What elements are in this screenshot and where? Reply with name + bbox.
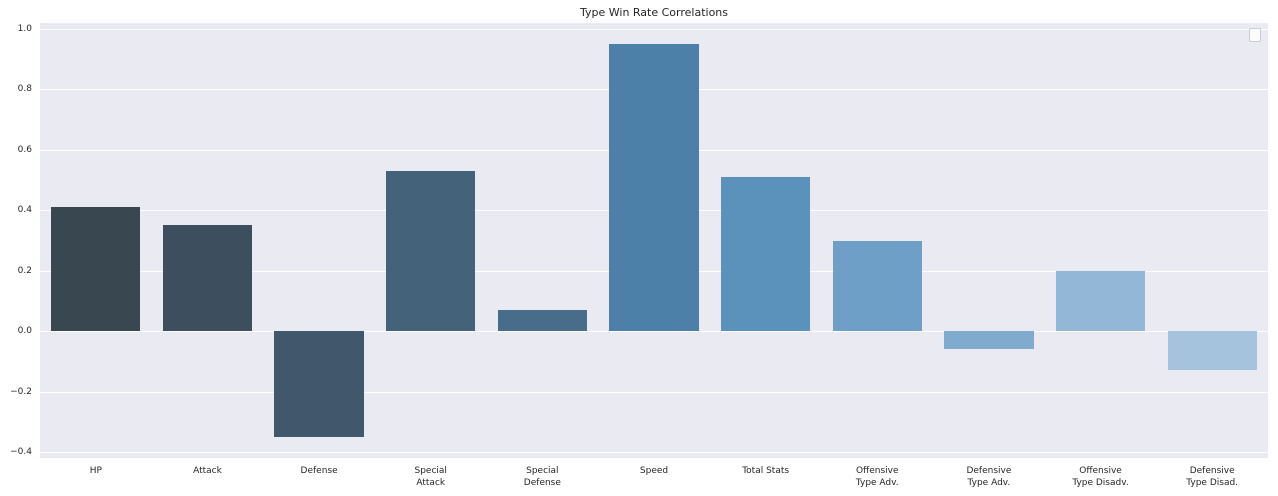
chart-title: Type Win Rate Correlations xyxy=(579,6,729,19)
x-tick-label: Attack xyxy=(193,466,222,476)
bar-speed xyxy=(609,44,699,332)
y-tick-label: −0.2 xyxy=(10,386,32,397)
y-tick-label: 0.6 xyxy=(17,144,32,155)
y-tick-label: −0.4 xyxy=(10,446,32,457)
x-tick-label: Special Defense xyxy=(523,466,561,488)
x-tick-label: Defensive Type Disad. xyxy=(1186,466,1239,488)
x-tick-label: Speed xyxy=(639,466,669,476)
y-tick-label: 0.2 xyxy=(17,265,32,276)
gridline xyxy=(40,331,1268,333)
bar-special-defense xyxy=(497,309,587,332)
y-tick-label: 0.8 xyxy=(17,84,32,95)
gridline xyxy=(40,391,1268,393)
bar-offensive-type-disadv xyxy=(1055,270,1146,332)
bar-defensive-type-disad xyxy=(1167,331,1257,371)
x-tick-label: HP xyxy=(89,466,102,476)
bar-special-attack xyxy=(386,171,476,332)
bar-total-stats xyxy=(720,177,811,332)
gridline xyxy=(40,29,1268,31)
x-tick-label: Offensive Type Disadv. xyxy=(1072,466,1129,488)
bar-offensive-type-adv xyxy=(832,240,922,332)
y-tick-label: 0.0 xyxy=(17,326,32,337)
bar-attack xyxy=(162,225,253,332)
y-axis: −0.4 −0.2 0.0 0.2 0.4 0.6 0.8 1.0 xyxy=(0,23,36,458)
x-tick-label: Defensive Type Adv. xyxy=(966,466,1012,488)
bar-defensive-type-adv xyxy=(944,331,1034,350)
y-tick-label: 0.4 xyxy=(17,205,32,216)
y-tick-label: 1.0 xyxy=(17,24,32,35)
bar-defense xyxy=(274,331,364,437)
x-tick-label: Offensive Type Adv. xyxy=(855,466,899,488)
bar-hp xyxy=(51,207,141,332)
x-tick-label: Defense xyxy=(300,466,338,476)
plot-area xyxy=(40,23,1268,458)
x-tick-label: Total Stats xyxy=(742,466,790,476)
x-axis: HP Attack Defense Special Attack Special Def… xyxy=(40,460,1268,496)
legend-box xyxy=(1249,28,1261,42)
x-tick-label: Special Attack xyxy=(414,466,447,488)
gridline xyxy=(40,451,1268,453)
